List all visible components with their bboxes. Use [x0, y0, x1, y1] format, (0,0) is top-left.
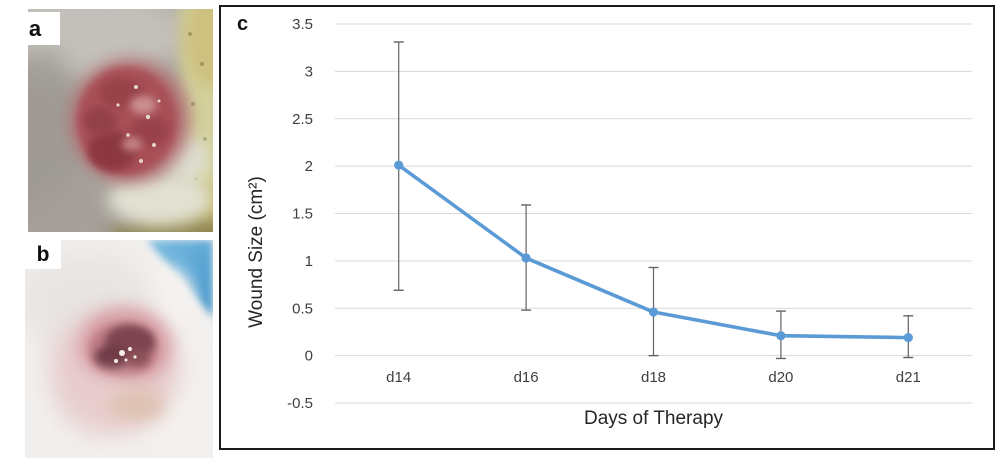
y-tick-label: 1	[305, 253, 313, 270]
x-tick-label: d20	[768, 369, 793, 386]
photo-b-label: b	[25, 240, 61, 269]
y-tick-label: 2.5	[292, 111, 313, 128]
y-tick-label: 0	[305, 348, 313, 365]
x-axis-title: Days of Therapy	[584, 408, 724, 429]
chart-panel-letter: c	[237, 13, 249, 35]
y-tick-label: 2	[305, 158, 313, 175]
y-tick-label: 0.5	[292, 300, 313, 317]
photo-a-wound-image: a	[10, 9, 213, 232]
x-tick-label: d14	[386, 369, 411, 386]
data-point-marker	[648, 307, 659, 317]
x-tick-label: d16	[514, 369, 539, 386]
data-point-marker	[776, 331, 786, 341]
y-tick-label: -0.5	[287, 395, 313, 412]
photo-a-label: a	[10, 12, 60, 45]
photo-a-letter: a	[28, 15, 42, 41]
y-tick-label: 3.5	[292, 16, 313, 33]
y-axis-title: Wound Size (cm²)	[246, 176, 267, 328]
photo-a-wound	[70, 59, 190, 183]
chart-panel-label: c	[237, 13, 248, 36]
data-point-marker	[394, 160, 404, 170]
photo-b-image	[25, 240, 213, 458]
photo-b-wound	[50, 308, 180, 433]
data-point-marker	[521, 253, 531, 263]
y-tick-label: 3	[305, 63, 313, 80]
photo-a-image	[28, 9, 213, 232]
photo-a-image-area	[28, 9, 213, 232]
chart-panel: c 3.5 3 2.5 2 1.5 1 0.5 0 -0.5 d14 d16 d18 d20 d21 Day…	[219, 5, 995, 450]
wound-size-line-chart: 3.5 3 2.5 2 1.5 1 0.5 0 -0.5 d14 d16 d18 d20 d21 Days …	[246, 16, 972, 429]
y-tick-label: 1.5	[292, 206, 313, 223]
data-point-marker	[903, 333, 913, 343]
x-tick-label: d21	[896, 369, 921, 386]
x-tick-label: d18	[641, 369, 666, 386]
photo-b-wound-image: b	[25, 240, 213, 458]
photo-b-letter: b	[36, 242, 50, 266]
